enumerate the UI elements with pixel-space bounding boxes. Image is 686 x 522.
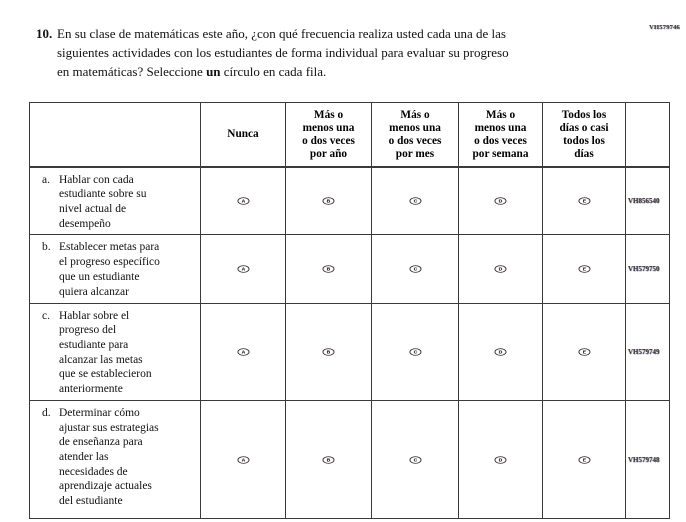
svg-text:A: A bbox=[241, 199, 245, 205]
svg-text:A: A bbox=[241, 267, 245, 273]
svg-text:D: D bbox=[499, 267, 503, 273]
svg-text:E: E bbox=[582, 199, 585, 205]
svg-text:C: C bbox=[413, 457, 417, 463]
svg-text:A: A bbox=[241, 457, 245, 463]
svg-text:C: C bbox=[413, 199, 417, 205]
svg-text:B: B bbox=[327, 267, 331, 273]
svg-text:D: D bbox=[499, 349, 503, 355]
svg-text:D: D bbox=[499, 457, 503, 463]
svg-text:E: E bbox=[582, 457, 585, 463]
svg-text:A: A bbox=[241, 349, 245, 355]
svg-text:B: B bbox=[327, 199, 331, 205]
svg-text:E: E bbox=[582, 267, 585, 273]
svg-text:C: C bbox=[413, 349, 417, 355]
svg-text:B: B bbox=[327, 457, 331, 463]
svg-text:B: B bbox=[327, 349, 331, 355]
svg-text:D: D bbox=[499, 199, 503, 205]
svg-text:E: E bbox=[582, 349, 585, 355]
svg-text:C: C bbox=[413, 267, 417, 273]
